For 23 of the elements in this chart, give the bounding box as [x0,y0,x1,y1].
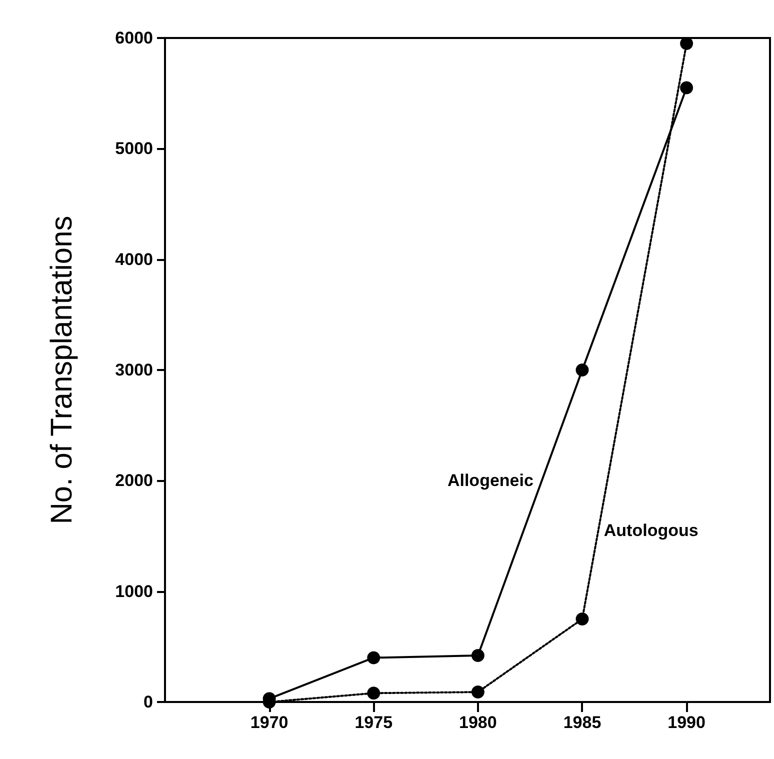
y-tick-label: 4000 [115,250,153,269]
y-tick-label: 2000 [115,471,153,490]
x-tick-label: 1980 [459,713,497,732]
y-axis-title: No. of Transplantations [46,216,78,524]
y-tick-label: 5000 [115,139,153,158]
point [680,81,694,94]
point [576,364,589,376]
point [367,686,380,700]
x-tick-label: 1990 [668,713,706,732]
point [471,649,484,662]
y-tick-label: 3000 [115,360,153,380]
point [680,37,694,50]
y-tick-label: 6000 [115,28,153,48]
x-tick-label: 1985 [563,713,602,732]
x-tick-label: 1975 [354,713,393,732]
series-label: Allogeneic [447,471,534,490]
point [576,612,589,626]
series-label: Autologous [604,520,698,540]
point [471,686,484,699]
point [367,651,380,664]
x-tick-label: 1970 [250,713,288,732]
y-tick-label: 0 [144,692,153,712]
y-tick-label: 1000 [115,582,153,601]
